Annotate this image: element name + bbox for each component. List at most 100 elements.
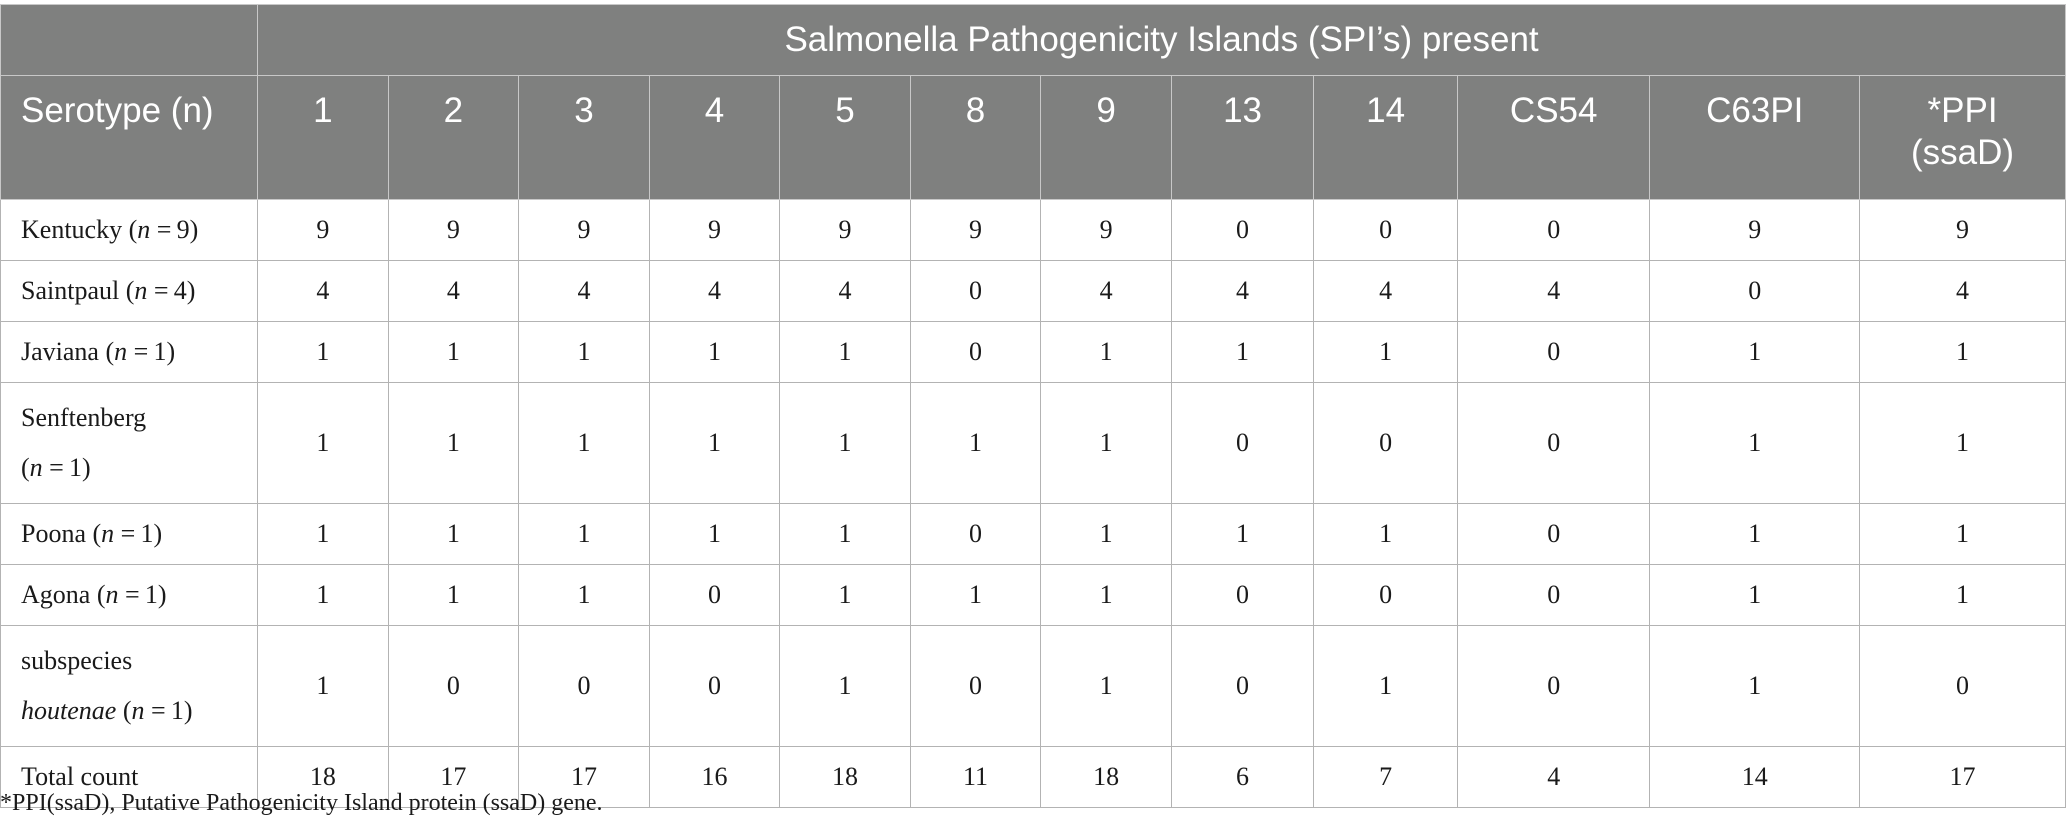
column-header: 3 <box>518 75 650 200</box>
table-cell: 1 <box>1313 503 1458 565</box>
table-cell: 1 <box>779 564 911 626</box>
table-cell: 1 <box>518 382 650 504</box>
table-cell: 9 <box>518 199 650 261</box>
table-cell: 1 <box>1040 564 1172 626</box>
total-cell: 7 <box>1313 746 1458 808</box>
n-label: n <box>131 696 145 725</box>
n-value: = 1) <box>42 453 91 482</box>
n-label: n <box>101 519 115 548</box>
column-header: 13 <box>1170 75 1315 200</box>
total-cell: 17 <box>387 746 520 808</box>
table-cell: 0 <box>387 625 520 747</box>
table-cell: 1 <box>1040 382 1172 504</box>
table-cell: 4 <box>1170 260 1315 322</box>
column-header: CS54 <box>1456 75 1651 200</box>
table-cell: 1 <box>1649 564 1861 626</box>
table-cell: 4 <box>648 260 781 322</box>
table-cell: 1 <box>1040 625 1172 747</box>
serotype-cell: Javiana (n = 1) <box>0 321 259 383</box>
table-cell: 1 <box>518 321 650 383</box>
table-cell: 0 <box>909 260 1042 322</box>
table-cell: 1 <box>1170 321 1315 383</box>
table-cell: 1 <box>779 321 911 383</box>
table-cell: 0 <box>648 564 781 626</box>
table-cell: 1 <box>257 625 389 747</box>
table-cell: 1 <box>1040 503 1172 565</box>
table-cell: 4 <box>387 260 520 322</box>
table-cell: 1 <box>648 503 781 565</box>
total-cell: 17 <box>518 746 650 808</box>
table-cell: 0 <box>518 625 650 747</box>
total-cell: 16 <box>648 746 781 808</box>
table-cell: 1 <box>779 625 911 747</box>
table-cell: 0 <box>1649 260 1861 322</box>
n-value: = 1) <box>144 696 193 725</box>
n-value: = 1) <box>114 519 163 548</box>
n-label: n <box>114 337 128 366</box>
table-cell: 1 <box>257 321 389 383</box>
column-header: 4 <box>648 75 781 200</box>
corner-cell <box>0 4 259 76</box>
total-cell: 14 <box>1649 746 1861 808</box>
table-cell: 1 <box>1040 321 1172 383</box>
column-header: 14 <box>1313 75 1458 200</box>
table-cell: 0 <box>909 321 1042 383</box>
table-cell: 1 <box>909 382 1042 504</box>
table-cell: 4 <box>518 260 650 322</box>
table-cell: 4 <box>1456 260 1651 322</box>
table-cell: 4 <box>1859 260 2066 322</box>
serotype-name: Kentucky ( <box>21 215 138 244</box>
table-cell: 0 <box>1456 625 1651 747</box>
table-cell: 9 <box>909 199 1042 261</box>
table-cell: 1 <box>1859 382 2066 504</box>
table-cell: 1 <box>1170 503 1315 565</box>
column-header: 9 <box>1040 75 1172 200</box>
table-cell: 0 <box>909 625 1042 747</box>
column-header: 2 <box>387 75 520 200</box>
table-cell: 4 <box>257 260 389 322</box>
n-value: = 9) <box>150 215 199 244</box>
table-cell: 1 <box>387 503 520 565</box>
serotype-cell: Poona (n = 1) <box>0 503 259 565</box>
serotype-name: subspecies <box>21 646 133 675</box>
table-cell: 1 <box>257 503 389 565</box>
column-header: 5 <box>779 75 911 200</box>
table-cell: 1 <box>1649 503 1861 565</box>
table-row: Poona (n = 1) 1 1 1 1 1 0 1 1 1 0 1 1 <box>0 503 2066 565</box>
spi-table: Salmonella Pathogenicity Islands (SPI’s)… <box>0 4 2066 808</box>
table-cell: 4 <box>1313 260 1458 322</box>
n-label: n <box>29 453 43 482</box>
table-cell: 9 <box>1859 199 2066 261</box>
table-cell: 1 <box>1313 321 1458 383</box>
table-row: Agona (n = 1) 1 1 1 0 1 1 1 0 0 0 1 1 <box>0 564 2066 626</box>
serotype-cell: Agona (n = 1) <box>0 564 259 626</box>
table-cell: 1 <box>779 503 911 565</box>
table-cell: 0 <box>648 625 781 747</box>
group-header: Salmonella Pathogenicity Islands (SPI’s)… <box>257 4 2066 76</box>
table-cell: 1 <box>1859 564 2066 626</box>
table-cell: 0 <box>1170 199 1315 261</box>
table-cell: 9 <box>257 199 389 261</box>
table-cell: 1 <box>648 321 781 383</box>
total-cell: 4 <box>1456 746 1651 808</box>
total-cell: 18 <box>779 746 911 808</box>
serotype-name: Poona ( <box>21 519 102 548</box>
column-header: 8 <box>909 75 1042 200</box>
n-value: = 4) <box>147 276 196 305</box>
table-cell: 0 <box>1456 382 1651 504</box>
table-cell: 1 <box>387 382 520 504</box>
n-label: n <box>105 580 119 609</box>
table-cell: 4 <box>1040 260 1172 322</box>
table-cell: 1 <box>648 382 781 504</box>
table-cell: 9 <box>387 199 520 261</box>
table-cell: 1 <box>257 564 389 626</box>
table-cell: 1 <box>518 564 650 626</box>
column-header: C63PI <box>1649 75 1861 200</box>
column-header: 1 <box>257 75 389 200</box>
table-cell: 0 <box>1170 382 1315 504</box>
serotype-name: Senftenberg <box>21 403 147 432</box>
table-cell: 0 <box>909 503 1042 565</box>
row-header: Serotype (n) <box>0 75 259 200</box>
table-footnote: *PPI(ssaD), Putative Pathogenicity Islan… <box>0 790 603 816</box>
table-cell: 1 <box>387 564 520 626</box>
